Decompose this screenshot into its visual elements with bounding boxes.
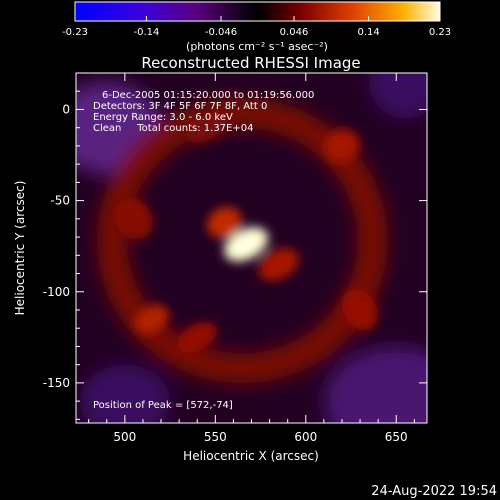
x-axis-label: Heliocentric X (arcsec) [183,449,319,463]
footer-timestamp: 24-Aug-2022 19:54 [371,484,497,499]
emission-blob [342,289,378,331]
y-tick-label: 0 [62,102,70,116]
colorbar-ticks: -0.23 -0.14 -0.046 0.046 0.14 0.23 [62,16,451,38]
colorbar-tick-label: -0.23 [62,27,88,38]
axes: 500 550 600 650 0 -50 -100 -150 [43,73,427,444]
peak-position-text: Position of Peak = [572,-74] [93,400,233,411]
colorbar-tick-label: -0.14 [133,27,159,38]
emission-blob [258,247,299,281]
annotation-clean: Clean Total counts: 1.37E+04 [93,123,253,134]
background-patch [79,364,171,423]
emission-blob [177,322,218,353]
ring-emission [97,98,388,384]
x-tick-label: 550 [204,430,227,444]
chart-title: Reconstructed RHESSI Image [141,54,360,72]
colorbar-tick-label: 0.14 [357,27,379,38]
y-tick-label: -50 [50,194,70,208]
annotation-block: 6-Dec-2005 01:15:20.000 to 01:19:56.000 … [93,90,314,134]
background-patch [369,73,427,119]
colorbar [74,1,441,22]
emission-blob [206,207,242,238]
annotation-time: 6-Dec-2005 01:15:20.000 to 01:19:56.000 [102,90,314,101]
annotation-energy: Energy Range: 3.0 - 6.0 keV [93,112,233,123]
emission-blob [324,129,360,163]
heatmap-image [76,73,427,423]
peak-core [235,235,258,253]
colorbar-tick-label: -0.046 [205,27,237,38]
x-tick-label: 650 [385,430,408,444]
background-patch [323,346,427,423]
x-tick-label: 500 [113,430,136,444]
y-axis-label: Heliocentric Y (arcsec) [13,181,27,316]
colorbar-tick-label: 0.046 [280,27,309,38]
colorbar-label: (photons cm⁻² s⁻¹ asec⁻²) [186,40,328,53]
annotation-detectors: Detectors: 3F 4F 5F 6F 7F 8F, Att 0 [93,101,267,112]
y-tick-label: -100 [43,285,70,299]
colorbar-tick-label: 0.23 [429,27,451,38]
emission-blob [114,197,153,240]
emission-blob [134,304,170,334]
x-tick-label: 600 [294,430,317,444]
y-tick-label: -150 [43,376,70,390]
emission-blob [186,112,227,143]
